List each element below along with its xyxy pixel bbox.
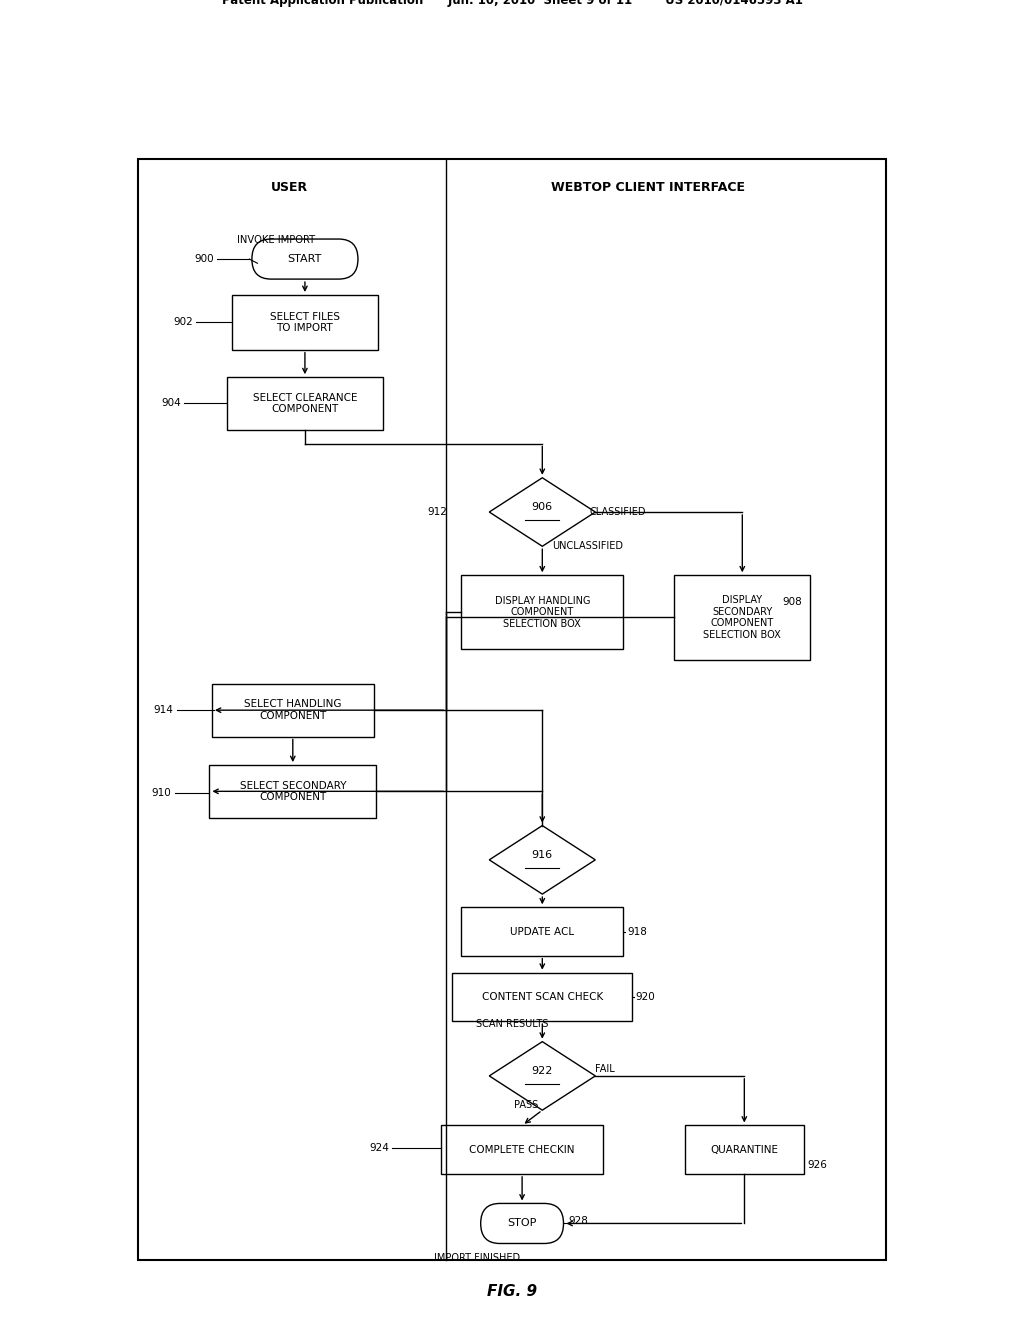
Text: SCAN RESULTS: SCAN RESULTS <box>476 1019 548 1030</box>
Text: 924: 924 <box>369 1143 389 1152</box>
FancyBboxPatch shape <box>212 684 374 737</box>
Text: 926: 926 <box>807 1160 826 1171</box>
Text: UNCLASSIFIED: UNCLASSIFIED <box>552 541 624 550</box>
Text: 916: 916 <box>531 850 553 859</box>
Bar <box>138 158 886 1261</box>
Text: SELECT SECONDARY
COMPONENT: SELECT SECONDARY COMPONENT <box>240 780 346 803</box>
Text: INVOKE IMPORT: INVOKE IMPORT <box>238 235 315 246</box>
Text: 900: 900 <box>195 253 214 264</box>
Text: STOP: STOP <box>508 1218 537 1229</box>
FancyBboxPatch shape <box>480 1204 563 1243</box>
Text: DISPLAY
SECONDARY
COMPONENT
SELECTION BOX: DISPLAY SECONDARY COMPONENT SELECTION BO… <box>703 595 781 640</box>
Text: 918: 918 <box>627 927 647 936</box>
Text: 904: 904 <box>161 399 180 408</box>
Text: 906: 906 <box>531 502 553 512</box>
FancyBboxPatch shape <box>226 378 383 430</box>
FancyBboxPatch shape <box>210 766 376 817</box>
Text: IMPORT FINISHED: IMPORT FINISHED <box>433 1253 520 1263</box>
Text: 910: 910 <box>152 788 172 799</box>
Text: 928: 928 <box>568 1216 589 1226</box>
FancyBboxPatch shape <box>453 973 632 1022</box>
Text: 914: 914 <box>154 705 174 715</box>
Text: SELECT FILES
TO IMPORT: SELECT FILES TO IMPORT <box>270 312 340 333</box>
Text: Patent Application Publication      Jun. 10, 2010  Sheet 9 of 11        US 2010/: Patent Application Publication Jun. 10, … <box>221 0 803 8</box>
Text: DISPLAY HANDLING
COMPONENT
SELECTION BOX: DISPLAY HANDLING COMPONENT SELECTION BOX <box>495 595 590 628</box>
Text: SELECT CLEARANCE
COMPONENT: SELECT CLEARANCE COMPONENT <box>253 392 357 414</box>
FancyBboxPatch shape <box>252 239 358 279</box>
Text: FAIL: FAIL <box>595 1064 614 1073</box>
Text: CLASSIFIED: CLASSIFIED <box>590 507 646 517</box>
Text: FIG. 9: FIG. 9 <box>487 1284 537 1299</box>
Polygon shape <box>489 478 595 546</box>
FancyBboxPatch shape <box>674 576 810 660</box>
Text: UPDATE ACL: UPDATE ACL <box>510 927 574 936</box>
FancyBboxPatch shape <box>462 907 624 956</box>
Text: 920: 920 <box>635 991 655 1002</box>
Text: WEBTOP CLIENT INTERFACE: WEBTOP CLIENT INTERFACE <box>551 181 745 194</box>
FancyBboxPatch shape <box>441 1126 603 1173</box>
Text: SELECT HANDLING
COMPONENT: SELECT HANDLING COMPONENT <box>244 700 342 721</box>
Text: COMPLETE CHECKIN: COMPLETE CHECKIN <box>469 1144 574 1155</box>
Text: 902: 902 <box>173 317 193 327</box>
Text: PASS: PASS <box>514 1101 539 1110</box>
Polygon shape <box>489 1041 595 1110</box>
Polygon shape <box>489 825 595 894</box>
FancyBboxPatch shape <box>685 1126 804 1173</box>
Text: START: START <box>288 253 323 264</box>
Text: 908: 908 <box>782 597 803 607</box>
FancyBboxPatch shape <box>231 294 378 350</box>
Text: 912: 912 <box>427 507 447 517</box>
Text: 922: 922 <box>531 1065 553 1076</box>
Text: QUARANTINE: QUARANTINE <box>711 1144 778 1155</box>
Text: CONTENT SCAN CHECK: CONTENT SCAN CHECK <box>481 991 603 1002</box>
Text: USER: USER <box>271 181 308 194</box>
FancyBboxPatch shape <box>462 576 624 649</box>
